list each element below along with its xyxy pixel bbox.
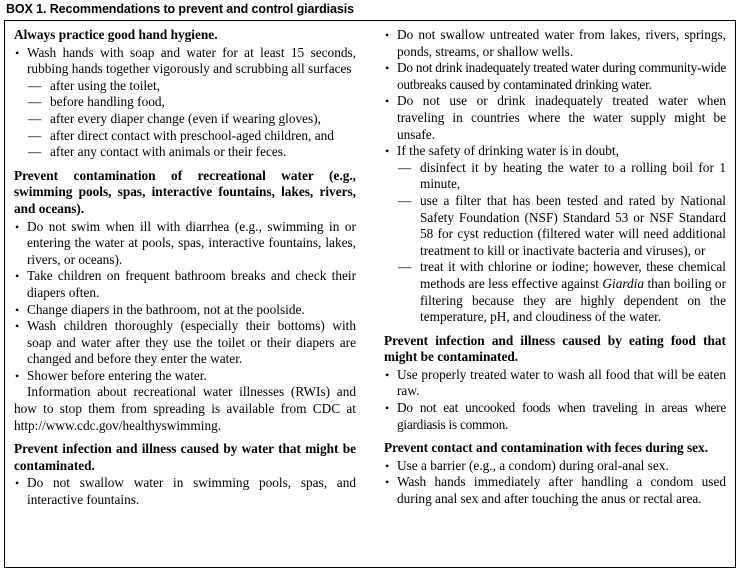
- list-item: Do not swim when ill with diarrhea (e.g.…: [14, 219, 356, 269]
- left-column: Always practice good hand hygiene. Wash …: [14, 27, 370, 509]
- list-item: Wash hands with soap and water for at le…: [14, 45, 356, 78]
- sublist-text-tail: than boiling or filtering because they a…: [420, 275, 726, 325]
- list-item: after any contact with animals or their …: [28, 144, 356, 161]
- heading-recreational-water: Prevent contamination of recreational wa…: [14, 167, 356, 216]
- heading-feces-contact: Prevent contact and contamination with f…: [384, 440, 709, 456]
- sublist-text-head: treat it with chlorine or iodine; howeve…: [420, 259, 726, 291]
- box-title: BOX 1. Recommendations to prevent and co…: [6, 2, 354, 16]
- list-food-contamination: Use properly treated water to wash all f…: [384, 367, 726, 433]
- box-body: Always practice good hand hygiene. Wash …: [4, 20, 736, 568]
- list-item: after direct contact with preschool-aged…: [28, 128, 356, 145]
- list-item: Do not use or drink inadequately treated…: [384, 93, 726, 143]
- list-item: Do not drink inadequately treated water …: [384, 60, 726, 93]
- organism-name-giardia: Giardia: [602, 275, 645, 291]
- list-item: Do not swallow untreated water from lake…: [384, 27, 726, 60]
- list-item: use a filter that has been tested and ra…: [398, 193, 726, 259]
- list-drinking-water: Do not swallow untreated water from lake…: [384, 27, 726, 160]
- list-recreational-water: Do not swim when ill with diarrhea (e.g.…: [14, 219, 356, 385]
- list-item: Use a barrier (e.g., a condom) during or…: [384, 458, 726, 475]
- list-item: Use properly treated water to wash all f…: [384, 367, 726, 400]
- list-item: treat it with chlorine or iodine; howeve…: [398, 259, 726, 325]
- list-item: after every diaper change (even if weari…: [28, 111, 356, 128]
- list-item: Do not swallow water in swimming pools, …: [14, 475, 356, 508]
- list-item: disinfect it by heating the water to a r…: [398, 160, 726, 193]
- list-item: before handling food,: [28, 94, 356, 111]
- list-hand-hygiene: Wash hands with soap and water for at le…: [14, 45, 356, 78]
- list-item: Do not eat uncooked foods when traveling…: [384, 400, 726, 433]
- list-item: Shower before entering the water.: [14, 368, 356, 385]
- heading-water-contamination: Prevent infection and illness caused by …: [14, 441, 356, 473]
- list-feces-contact: Use a barrier (e.g., a condom) during or…: [384, 458, 726, 508]
- list-water-contamination: Do not swallow water in swimming pools, …: [14, 475, 356, 508]
- list-item: after using the toilet,: [28, 78, 356, 95]
- list-item: Wash hands immediately after handling a …: [384, 474, 726, 507]
- sublist-water-treatment: disinfect it by heating the water to a r…: [384, 160, 726, 326]
- sublist-hand-hygiene-occasions: after using the toilet, before handling …: [14, 78, 356, 161]
- list-item: If the safety of drinking water is in do…: [384, 143, 726, 160]
- heading-hand-hygiene: Always practice good hand hygiene.: [14, 27, 218, 42]
- list-item: Take children on frequent bathroom break…: [14, 268, 356, 301]
- list-item: Wash children thoroughly (especially the…: [14, 318, 356, 368]
- note-rwi-information: Information about recreational water ill…: [14, 384, 356, 433]
- heading-food-contamination: Prevent infection and illness caused by …: [384, 332, 726, 365]
- right-column: Do not swallow untreated water from lake…: [370, 27, 726, 508]
- list-item: Change diapers in the bathroom, not at t…: [14, 302, 356, 319]
